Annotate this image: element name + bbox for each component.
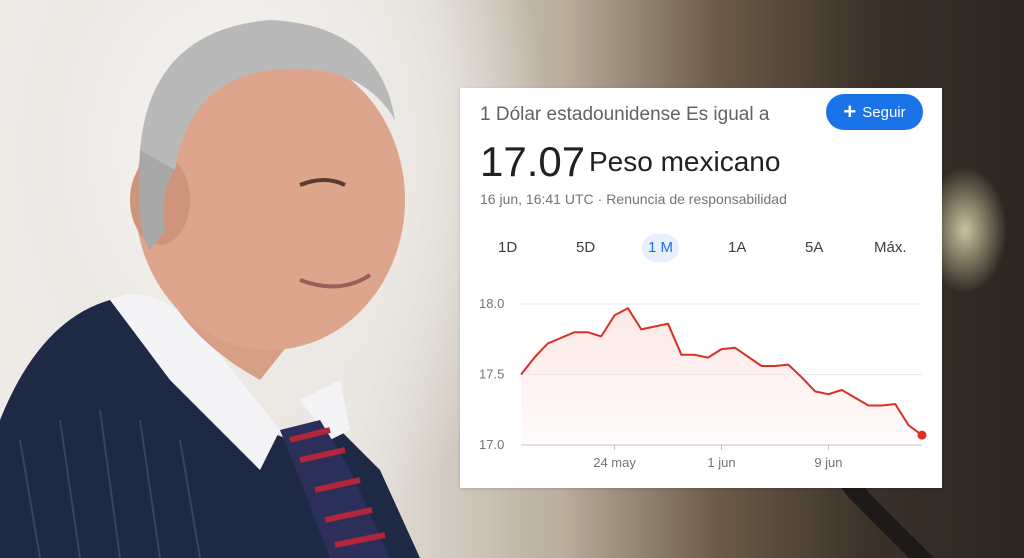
microphone-photo [834, 475, 934, 558]
tab-5a[interactable]: 5A [805, 239, 824, 256]
exchange-rate-chart: 18.0 17.5 17.0 24 may 1 jun 9 jun [479, 296, 927, 470]
series-area [521, 308, 922, 445]
currency-card: 1 Dólar estadounidense Es igual a + Segu… [460, 88, 942, 488]
y-tick-label: 18.0 [479, 296, 504, 311]
timestamp-line: 16 jun, 16:41 UTC · Renuncia de responsabi… [480, 191, 787, 207]
tab-1m[interactable]: 1 M [642, 234, 680, 262]
person-photo [0, 20, 420, 558]
tab-1a[interactable]: 1A [728, 239, 747, 256]
follow-label: Seguir [862, 103, 906, 121]
timestamp: 16 jun, 16:41 UTC [480, 191, 594, 207]
target-currency-name: Peso mexicano [589, 146, 781, 177]
x-tick-label: 24 may [593, 455, 636, 470]
series-line [520, 307, 923, 436]
follow-button[interactable]: + Seguir [826, 94, 923, 130]
tab-1d[interactable]: 1D [498, 239, 518, 256]
disclaimer-link[interactable]: Renuncia de responsabilidad [606, 191, 787, 207]
y-tick-label: 17.5 [479, 367, 504, 382]
separator: · [597, 191, 603, 207]
tab-max[interactable]: Máx. [874, 239, 907, 256]
x-tick-label: 9 jun [814, 455, 842, 470]
tab-5d[interactable]: 5D [576, 239, 596, 256]
y-tick-label: 17.0 [479, 437, 504, 452]
range-tabs: 1D 5D 1 M 1A 5A Máx. [460, 230, 942, 264]
x-tick-label: 1 jun [707, 455, 735, 470]
last-point-marker [917, 430, 927, 440]
exchange-rate-value: 17.07 [480, 138, 586, 185]
plus-icon: + [843, 99, 857, 124]
conversion-header: 1 Dólar estadounidense Es igual a [480, 104, 770, 125]
